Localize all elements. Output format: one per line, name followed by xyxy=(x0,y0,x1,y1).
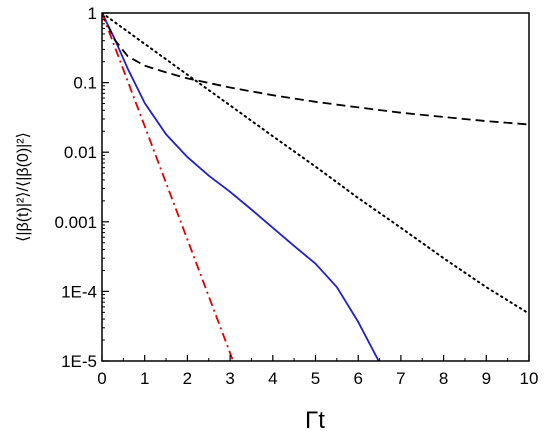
x-axis: 0 1 2 3 4 5 6 7 8 9 10 xyxy=(97,355,538,388)
y-tick-label: 0.001 xyxy=(54,213,97,232)
x-tick-label: 9 xyxy=(482,369,491,388)
y-tick-label: 1E-4 xyxy=(61,282,97,301)
x-tick-label: 3 xyxy=(225,369,234,388)
series-layer xyxy=(102,13,529,361)
x-tick-label: 0 xyxy=(97,369,106,388)
series-dotted-line xyxy=(102,13,529,315)
y-tick-label: 1E-5 xyxy=(61,352,97,371)
plot-frame xyxy=(101,12,530,362)
series-dashed-line xyxy=(102,13,529,126)
x-tick-label: 10 xyxy=(520,369,539,388)
series-dashdot-line xyxy=(102,13,234,361)
y-axis: 1 0.1 0.01 0.001 1E-4 1E-5 xyxy=(54,4,109,371)
y-tick-label: 1 xyxy=(88,4,97,23)
x-tick-label: 8 xyxy=(439,369,448,388)
x-tick-label: 6 xyxy=(353,369,362,388)
x-axis-title: Γt xyxy=(305,407,325,434)
x-tick-label: 1 xyxy=(140,369,149,388)
x-tick-label: 7 xyxy=(396,369,405,388)
y-tick-label: 0.1 xyxy=(73,74,97,93)
x-tick-label: 2 xyxy=(183,369,192,388)
y-tick-label: 0.01 xyxy=(64,143,97,162)
x-tick-label: 5 xyxy=(311,369,320,388)
y-axis-title: ⟨|β(t)|²⟩/⟨|β(0)|²⟩ xyxy=(15,132,32,242)
series-solid-line xyxy=(102,13,380,361)
x-tick-label: 4 xyxy=(268,369,277,388)
